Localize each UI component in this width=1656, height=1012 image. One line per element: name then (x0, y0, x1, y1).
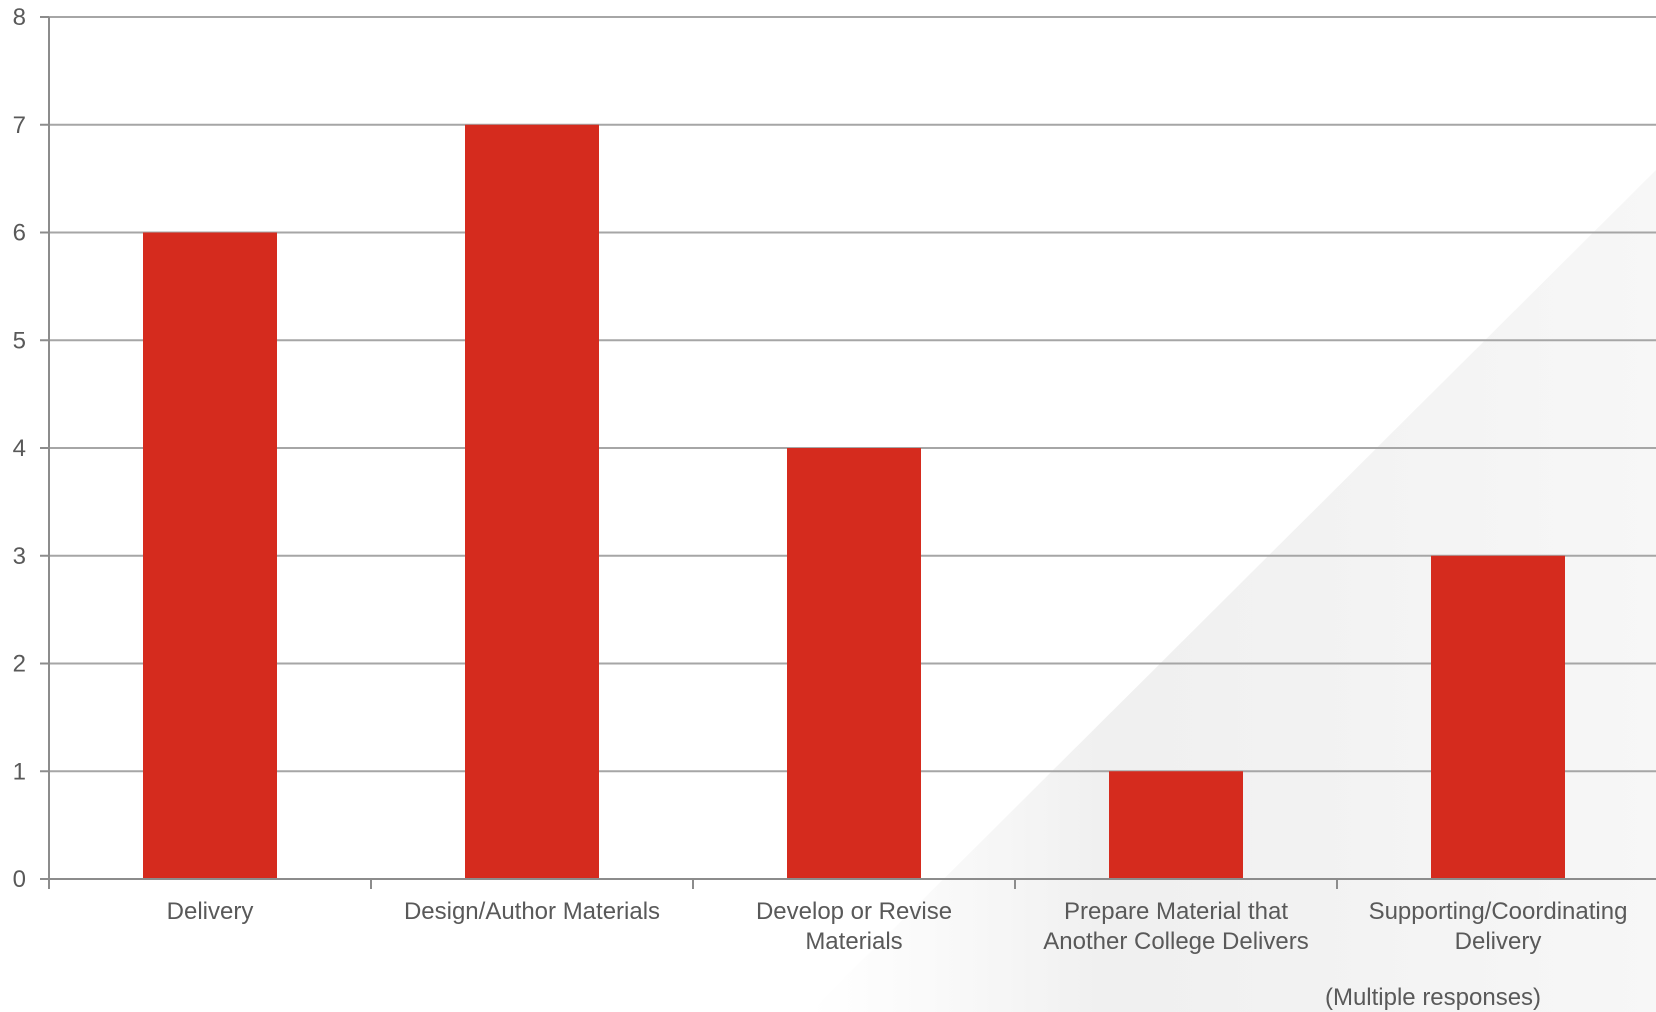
bars (143, 124, 1565, 879)
y-tick-label: 8 (13, 4, 26, 31)
x-category-label: Supporting/Coordinating Delivery (1369, 898, 1628, 955)
chart-note: (Multiple responses) (1325, 984, 1541, 1011)
x-category-label: Develop or Revise Materials (756, 898, 952, 955)
y-tick-label: 3 (13, 543, 26, 570)
axes (40, 16, 1656, 889)
bar (1431, 555, 1565, 879)
x-category-label: Delivery (167, 898, 254, 925)
bar (787, 448, 921, 879)
x-category-label: Design/Author Materials (404, 898, 660, 925)
y-tick-label: 2 (13, 651, 26, 678)
y-tick-label: 1 (13, 758, 26, 785)
gridlines (49, 16, 1656, 773)
x-category-label: Prepare Material that Another College Del… (1043, 898, 1308, 955)
y-tick-labels: 0 1 2 3 4 5 6 7 8 (13, 4, 26, 893)
y-tick-label: 7 (13, 112, 26, 139)
y-tick-label: 6 (13, 220, 26, 247)
bar (1109, 771, 1243, 879)
bar (143, 232, 277, 879)
y-tick-label: 4 (13, 435, 26, 462)
y-tick-label: 5 (13, 327, 26, 354)
x-category-labels: Delivery Design/Author Materials Develop o… (167, 898, 1628, 955)
bar (465, 124, 599, 879)
y-tick-label: 0 (13, 866, 26, 893)
